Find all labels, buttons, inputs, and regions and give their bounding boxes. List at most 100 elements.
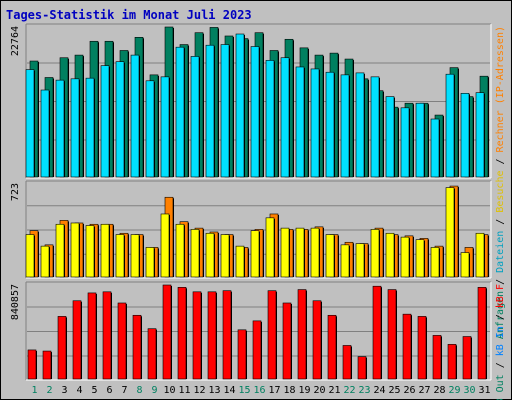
panel-visits-bar-besuche-day-15 bbox=[235, 245, 245, 278]
day-label-11: 11 bbox=[178, 385, 190, 396]
panel-requests-bar-dateien-day-18 bbox=[280, 57, 290, 178]
day-label-9: 9 bbox=[151, 385, 157, 396]
bottom-legend-item-1: / bbox=[495, 356, 506, 374]
panel-kbytes-bar-kbf-day-29 bbox=[447, 344, 457, 380]
panel-requests-bar-dateien-day-8 bbox=[130, 54, 140, 178]
panel-visits-bar-besuche-day-2 bbox=[40, 245, 50, 278]
panel-kbytes-bar-kbf-day-18 bbox=[282, 302, 292, 380]
panel-requests-bar-dateien-day-22 bbox=[340, 74, 350, 178]
panel-visits-bar-besuche-day-11 bbox=[175, 223, 185, 278]
panel-requests-bar-dateien-day-9 bbox=[145, 80, 155, 178]
panel-requests-max-label: 22764 bbox=[10, 26, 21, 56]
panel-requests-bar-dateien-day-1 bbox=[25, 69, 35, 178]
panel-kbytes-bar-kbf-day-14 bbox=[222, 290, 232, 380]
day-label-22: 22 bbox=[343, 385, 355, 396]
panel-kbytes-bar-kbf-day-16 bbox=[252, 320, 262, 380]
panel-visits-bar-besuche-day-8 bbox=[130, 234, 140, 278]
panel-visits-bar-besuche-day-26 bbox=[400, 236, 410, 278]
panel-visits-bar-besuche-day-7 bbox=[115, 234, 125, 278]
panel-visits-bar-besuche-day-12 bbox=[190, 229, 200, 278]
day-label-1: 1 bbox=[31, 385, 37, 396]
panel-visits-bar-besuche-day-1 bbox=[25, 234, 35, 278]
panel-visits-max-label: 723 bbox=[10, 183, 21, 201]
panel-requests-bar-dateien-day-2 bbox=[40, 89, 50, 178]
panel-visits-bar-besuche-day-28 bbox=[430, 247, 440, 278]
panel-kbytes-bar-kbf-day-7 bbox=[117, 302, 127, 380]
panel-visits-bar-besuche-day-16 bbox=[250, 230, 260, 278]
panel-visits-bar-besuche-day-29 bbox=[445, 187, 455, 278]
day-label-3: 3 bbox=[61, 385, 67, 396]
panel-kbytes-bar-kbf-day-13 bbox=[207, 291, 217, 380]
day-label-4: 4 bbox=[76, 385, 82, 396]
panel-requests-bar-dateien-day-31 bbox=[475, 92, 485, 178]
panel-requests-bar-dateien-day-6 bbox=[100, 65, 110, 178]
panel-visits-bar-besuche-day-22 bbox=[340, 244, 350, 278]
panel-visits-bar-besuche-day-31 bbox=[475, 232, 485, 278]
top-legend-item-3: / bbox=[495, 213, 506, 231]
day-label-20: 20 bbox=[313, 385, 325, 396]
panel-kbytes-bar-kbf-day-12 bbox=[192, 291, 202, 380]
panel-requests-bar-dateien-day-25 bbox=[385, 96, 395, 178]
day-label-23: 23 bbox=[358, 385, 370, 396]
panel-requests-bar-dateien-day-12 bbox=[190, 56, 200, 178]
panel-kbytes-max-label: 840857 bbox=[10, 284, 21, 320]
day-label-13: 13 bbox=[208, 385, 220, 396]
panel-kbytes-bar-kbf-day-30 bbox=[462, 336, 472, 380]
panel-kbytes-bar-kbf-day-19 bbox=[297, 289, 307, 380]
day-label-14: 14 bbox=[223, 385, 235, 396]
day-label-24: 24 bbox=[373, 385, 385, 396]
panel-visits-bar-besuche-day-14 bbox=[220, 234, 230, 278]
panel-visits-bar-besuche-day-4 bbox=[70, 222, 80, 278]
panel-kbytes-bar-kbf-day-27 bbox=[417, 316, 427, 380]
panel-visits-bar-besuche-day-24 bbox=[370, 229, 380, 278]
panel-kbytes-bar-kbf-day-24 bbox=[372, 285, 382, 380]
top-legend: Anfragen / Dateien / Besuche / Rechner (… bbox=[495, 26, 506, 339]
day-label-30: 30 bbox=[463, 385, 475, 396]
panel-requests-bar-dateien-day-7 bbox=[115, 61, 125, 178]
day-label-26: 26 bbox=[403, 385, 415, 396]
day-label-6: 6 bbox=[106, 385, 112, 396]
panel-visits-bar-besuche-day-25 bbox=[385, 232, 395, 278]
panel-kbytes-bar-kbf-day-3 bbox=[57, 316, 67, 380]
top-legend-item-0: Anfragen bbox=[495, 291, 506, 339]
panel-requests-bar-dateien-day-29 bbox=[445, 73, 455, 178]
panel-kbytes-bar-kbf-day-4 bbox=[72, 300, 82, 380]
panel-requests-bar-dateien-day-5 bbox=[85, 77, 95, 178]
panel-visits-bar-besuche-day-27 bbox=[415, 239, 425, 278]
panel-visits-bar-besuche-day-6 bbox=[100, 223, 110, 278]
panel-visits-bar-besuche-day-19 bbox=[295, 227, 305, 278]
panel-visits-bar-besuche-day-13 bbox=[205, 232, 215, 278]
panel-kbytes-bar-kbf-day-2 bbox=[42, 350, 52, 380]
day-label-19: 19 bbox=[298, 385, 310, 396]
bottom-legend-item-4: kB F bbox=[495, 284, 506, 308]
day-label-18: 18 bbox=[283, 385, 295, 396]
day-label-21: 21 bbox=[328, 385, 340, 396]
day-label-12: 12 bbox=[193, 385, 205, 396]
bottom-legend-item-0: kB Out bbox=[495, 374, 506, 400]
panel-kbytes-bar-kbf-day-31 bbox=[477, 287, 487, 380]
panel-kbytes-bar-kbf-day-5 bbox=[87, 292, 97, 380]
panel-kbytes-bar-kbf-day-10 bbox=[162, 284, 172, 380]
day-label-31: 31 bbox=[478, 385, 490, 396]
panel-requests-bar-dateien-day-3 bbox=[55, 79, 65, 178]
panel-kbytes-bar-kbf-day-20 bbox=[312, 300, 322, 380]
top-legend-item-6: Rechner (IP-Adressen) bbox=[495, 26, 506, 152]
day-label-16: 16 bbox=[253, 385, 265, 396]
panel-kbytes-bar-kbf-day-25 bbox=[387, 289, 397, 380]
panel-visits-bar-besuche-day-17 bbox=[265, 217, 275, 278]
top-legend-item-5: / bbox=[495, 152, 506, 170]
panel-requests-bar-dateien-day-23 bbox=[355, 72, 365, 178]
top-legend-item-2: Dateien bbox=[495, 231, 506, 273]
panel-kbytes-bar-kbf-day-28 bbox=[432, 335, 442, 380]
panel-requests-bar-dateien-day-17 bbox=[265, 60, 275, 178]
panel-requests-bar-dateien-day-4 bbox=[70, 78, 80, 178]
day-label-25: 25 bbox=[388, 385, 400, 396]
top-legend-item-4: Besuche bbox=[495, 171, 506, 213]
panel-kbytes-bar-kbf-day-8 bbox=[132, 314, 142, 380]
bottom-legend-item-3: / bbox=[495, 308, 506, 326]
panel-requests-bar-dateien-day-10 bbox=[160, 76, 170, 178]
panel-requests-bar-dateien-day-24 bbox=[370, 76, 380, 178]
day-label-28: 28 bbox=[433, 385, 445, 396]
panel-visits-bar-besuche-day-21 bbox=[325, 234, 335, 278]
panel-requests-bar-dateien-day-13 bbox=[205, 44, 215, 178]
